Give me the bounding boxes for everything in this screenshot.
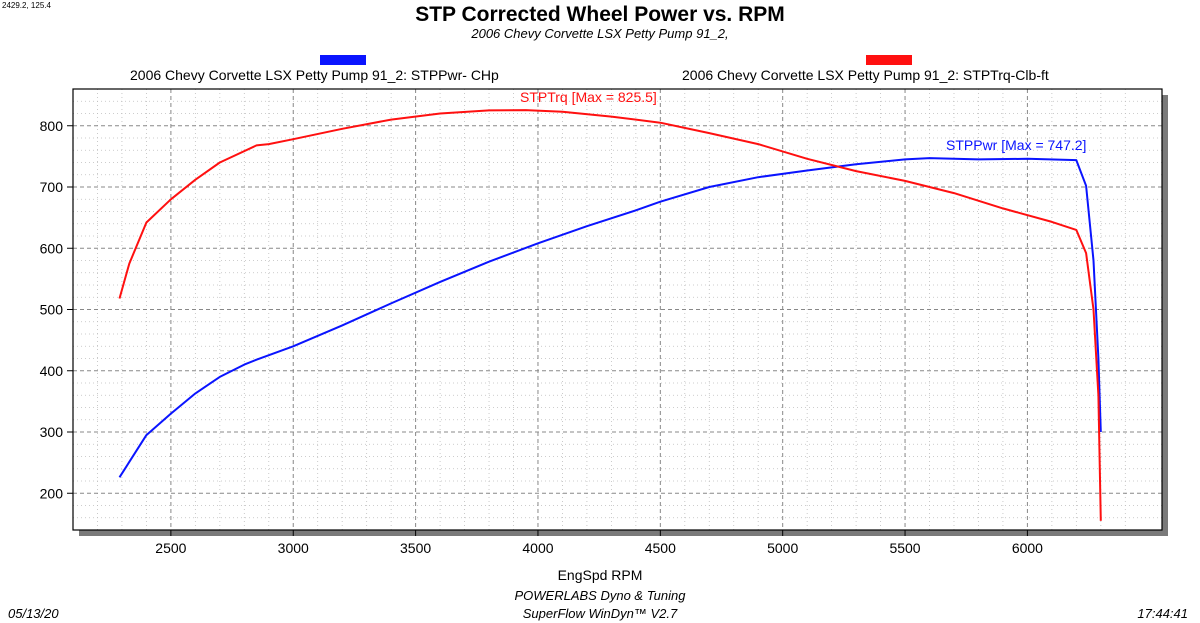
x-axis-label: EngSpd RPM — [557, 567, 643, 583]
x-tick-label: 3000 — [278, 540, 309, 556]
y-tick-label: 500 — [40, 302, 64, 318]
legend-swatches — [320, 55, 912, 65]
y-tick-label: 600 — [40, 240, 64, 256]
x-tick-label: 4500 — [645, 540, 676, 556]
coordinate-readout: 2429.2, 125.4 — [2, 1, 51, 10]
footer-company: POWERLABS Dyno & Tuning — [514, 588, 686, 603]
x-tick-label: 5500 — [889, 540, 920, 556]
y-tick-label: 300 — [40, 424, 64, 440]
series-line-torque — [118, 109, 1102, 521]
x-tick-label: 4000 — [522, 540, 553, 556]
x-tick-label: 5000 — [767, 540, 798, 556]
x-tick-label: 3500 — [400, 540, 431, 556]
x-tick-label: 2500 — [155, 540, 186, 556]
y-tick-label: 200 — [40, 485, 64, 501]
y-tick-label: 700 — [40, 179, 64, 195]
chart-title: STP Corrected Wheel Power vs. RPM — [415, 3, 785, 26]
footer-time: 17:44:41 — [1137, 606, 1188, 621]
chart-subtitle: 2006 Chevy Corvette LSX Petty Pump 91_2, — [471, 26, 729, 41]
footer-software: SuperFlow WinDyn™ V2.7 — [522, 606, 678, 621]
y-tick-label: 400 — [40, 363, 64, 379]
annotations: STPPwr [Max = 747.2] STPTrq [Max = 825.5] — [520, 89, 1086, 153]
legend-swatch-torque — [866, 55, 912, 65]
legend-label-torque: 2006 Chevy Corvette LSX Petty Pump 91_2:… — [682, 67, 1049, 83]
major-grid — [73, 89, 1162, 530]
series-layer — [118, 109, 1102, 521]
annotation-power-max: STPPwr [Max = 747.2] — [946, 137, 1086, 153]
series-line-power — [118, 157, 1102, 478]
y-tick-label: 800 — [40, 118, 64, 134]
x-tick-label: 6000 — [1012, 540, 1043, 556]
legend-label-power: 2006 Chevy Corvette LSX Petty Pump 91_2:… — [130, 67, 499, 83]
x-axis: 2500 3000 3500 4000 4500 5000 5500 6000 — [155, 530, 1043, 556]
y-axis: 200 300 400 500 600 700 800 — [40, 118, 73, 501]
annotation-torque-max: STPTrq [Max = 825.5] — [520, 89, 657, 105]
footer-date: 05/13/20 — [8, 606, 59, 621]
legend-swatch-power — [320, 55, 366, 65]
